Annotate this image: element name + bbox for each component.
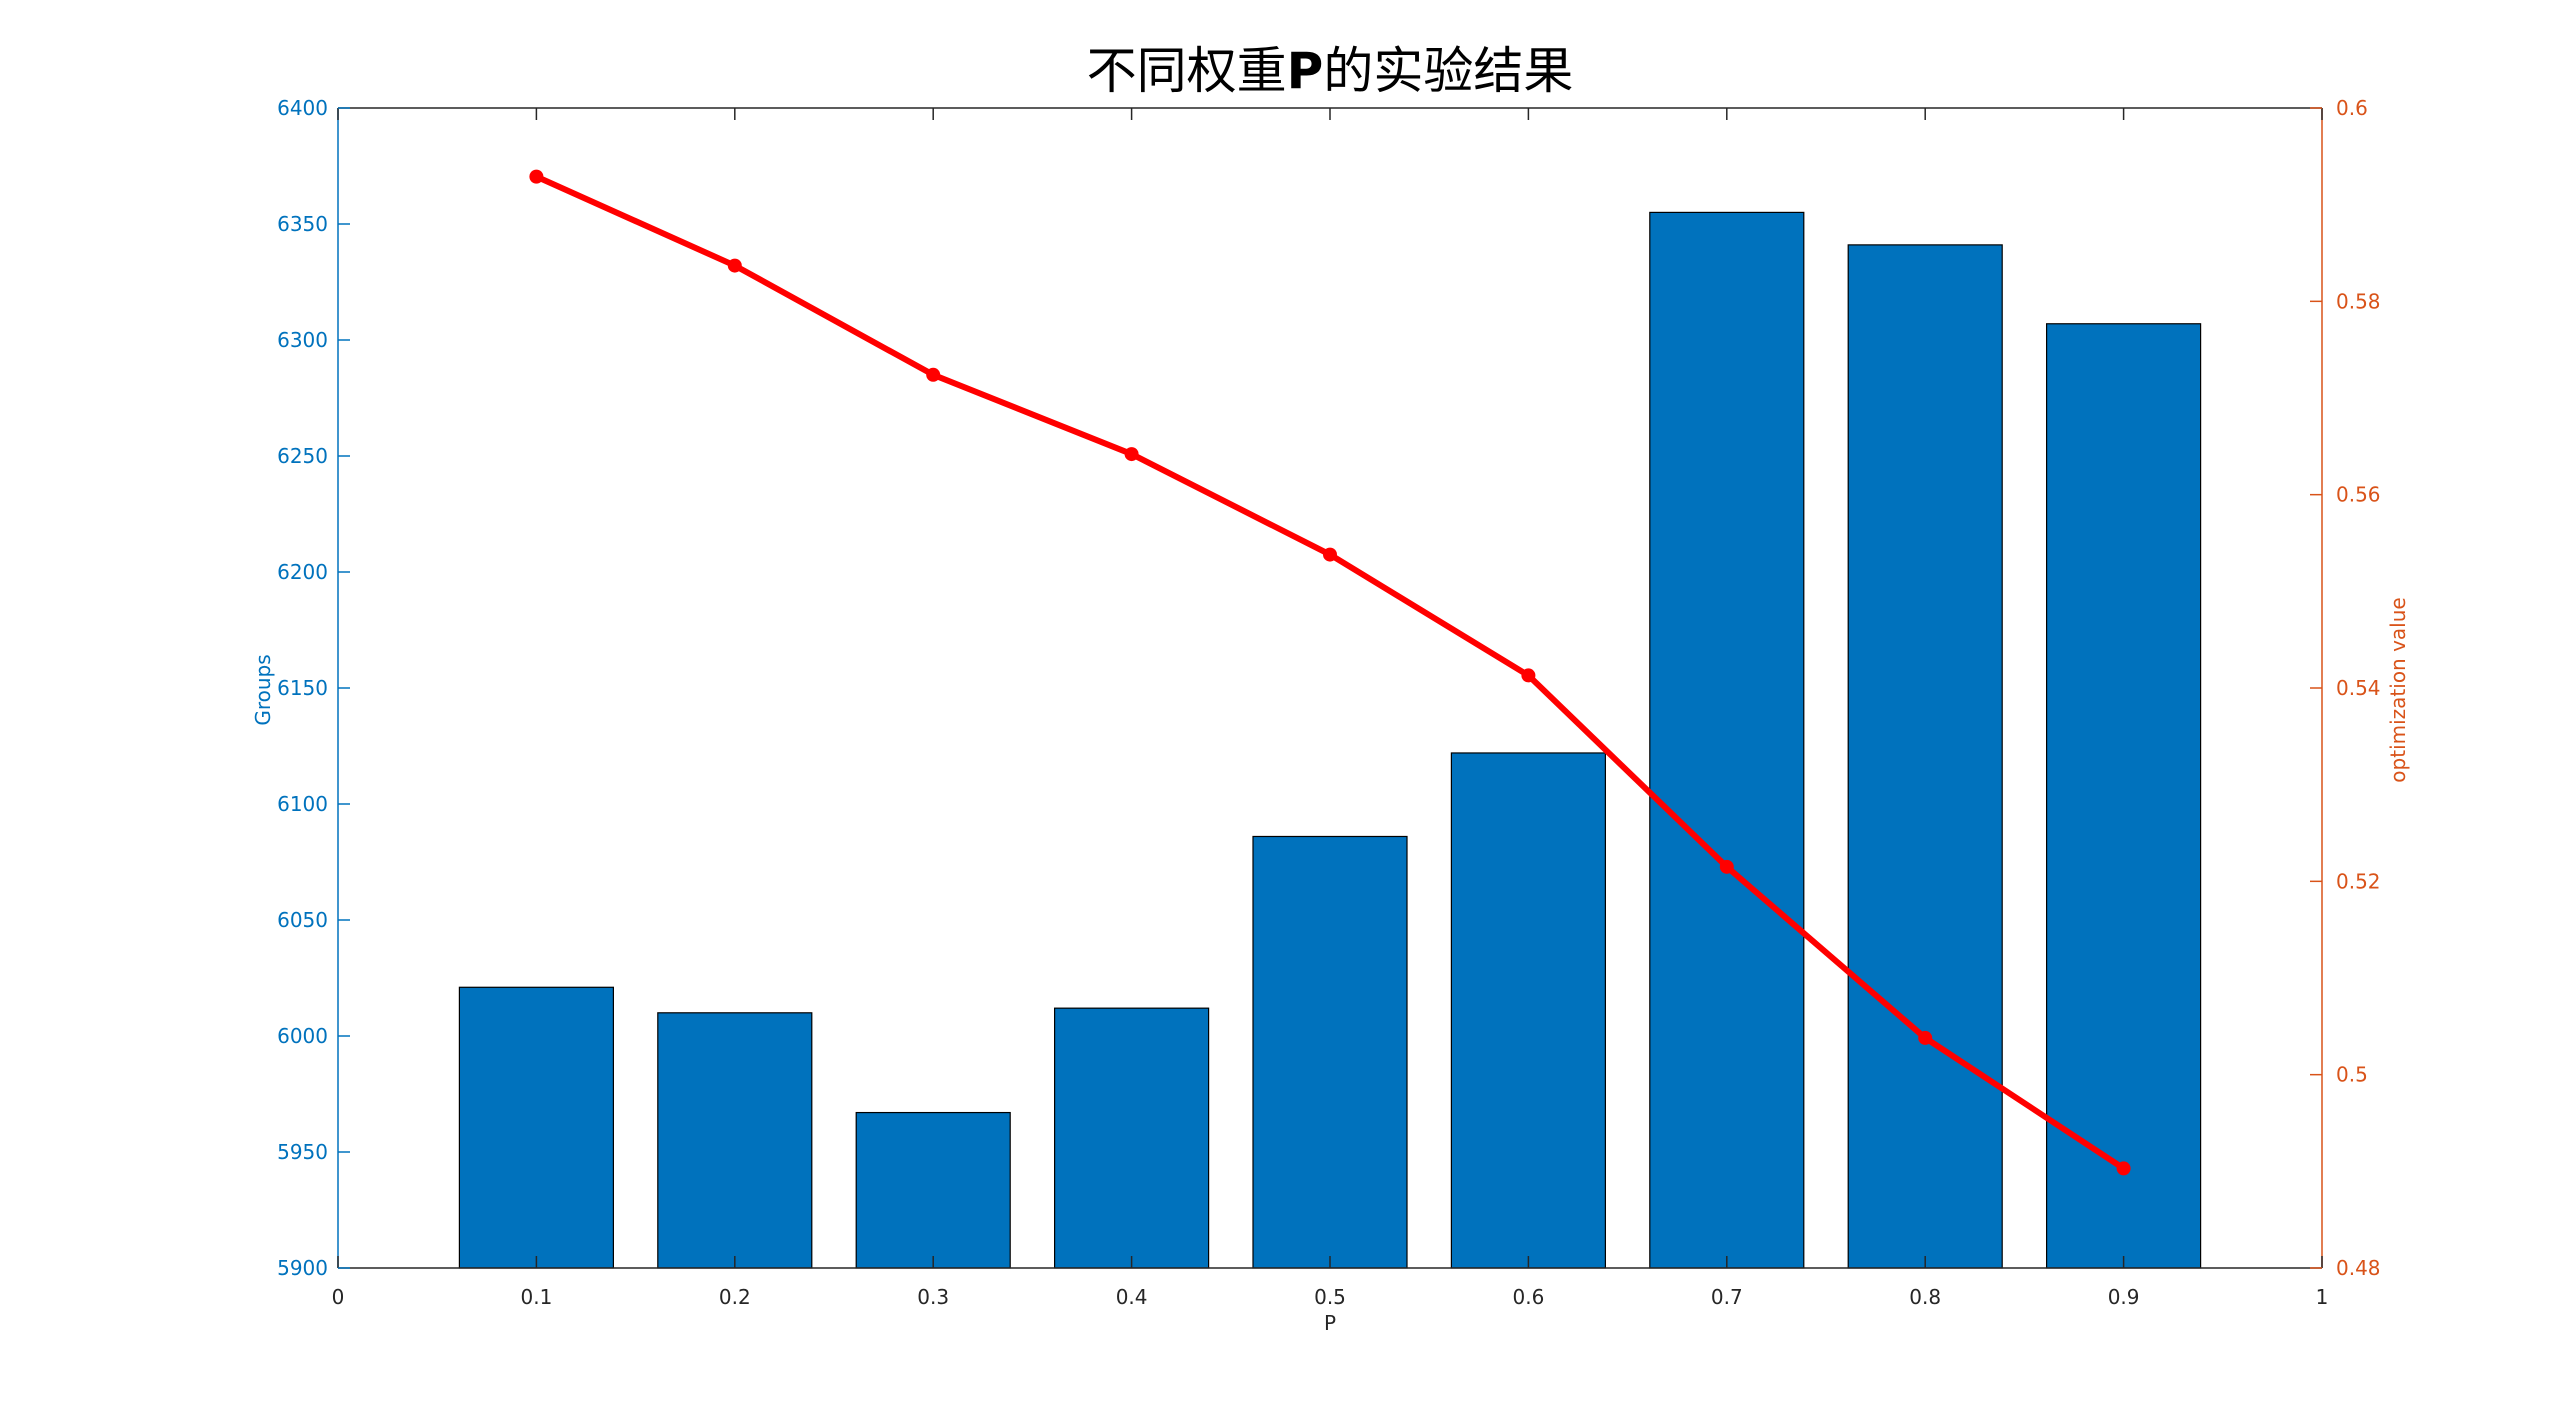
line-point-8 bbox=[1918, 1030, 1933, 1045]
bar-3 bbox=[855, 1111, 1011, 1269]
line-point-7 bbox=[1719, 859, 1734, 874]
x-tick-label: 0.6 bbox=[1512, 1285, 1544, 1309]
line-point-1 bbox=[529, 169, 544, 184]
plot-area: 0 0.1 0.2 0.3 0.4 0.5 0.6 0.7 0.8 0.9 1 5900 5950 600… bbox=[277, 96, 2380, 1309]
chart-title-suffix: 的实验结果 bbox=[1323, 42, 1573, 100]
line-point-9 bbox=[2116, 1161, 2131, 1176]
bar-5 bbox=[1252, 835, 1408, 1269]
line-point-5 bbox=[1323, 547, 1337, 562]
y-left-tick-label: 5900 bbox=[277, 1256, 328, 1280]
x-tick-label: 0.1 bbox=[520, 1285, 552, 1309]
y-left-tick-label: 6200 bbox=[277, 560, 328, 584]
x-tick-label: 0.5 bbox=[1314, 1285, 1346, 1309]
y-right-tick-label: 0.56 bbox=[2336, 483, 2381, 507]
y-axis-left-label: Groups bbox=[251, 654, 275, 725]
y-right-tick-label: 0.48 bbox=[2336, 1256, 2381, 1280]
y-left-tick-label: 6050 bbox=[277, 908, 328, 932]
x-tick-label: 0.4 bbox=[1116, 1285, 1148, 1309]
y-left-tick-label: 6300 bbox=[277, 328, 328, 352]
y-right-tick-label: 0.5 bbox=[2336, 1063, 2368, 1087]
y-left-tick-label: 6350 bbox=[277, 212, 328, 236]
chart-title: 不同权重P的实验结果 bbox=[1087, 42, 1574, 100]
line-point-4 bbox=[1124, 447, 1139, 462]
x-tick-label: 0.8 bbox=[1909, 1285, 1941, 1309]
y-left-tick-label: 6000 bbox=[277, 1024, 328, 1048]
y-right-tick-label: 0.6 bbox=[2336, 96, 2368, 120]
bar-4 bbox=[1053, 1007, 1210, 1269]
x-tick-label: 0.3 bbox=[917, 1285, 949, 1309]
line-point-3 bbox=[926, 367, 941, 382]
bar-1 bbox=[458, 986, 614, 1269]
chart-title-prefix: 不同权重 bbox=[1087, 42, 1287, 100]
line-point-6 bbox=[1521, 668, 1536, 683]
x-tick-label: 0.2 bbox=[719, 1285, 751, 1309]
x-tick-label: 1 bbox=[2316, 1285, 2329, 1309]
y-left-tick-label: 5950 bbox=[277, 1140, 328, 1164]
y-right-tick-label: 0.52 bbox=[2336, 869, 2381, 893]
y-axis-right-label: optimization value bbox=[2386, 597, 2410, 782]
bar-8 bbox=[1847, 244, 2003, 1269]
x-tick-label: 0.9 bbox=[2108, 1285, 2140, 1309]
bar-9 bbox=[2045, 323, 2202, 1269]
y-left-tick-label: 6400 bbox=[277, 96, 328, 120]
bar-6 bbox=[1450, 752, 1607, 1269]
x-tick-label: 0 bbox=[332, 1285, 345, 1309]
y-left-tick-label: 6100 bbox=[277, 792, 328, 816]
y-left-tick-label: 6150 bbox=[277, 676, 328, 700]
y-right-tick-label: 0.58 bbox=[2336, 289, 2381, 313]
line-point-2 bbox=[727, 258, 742, 273]
x-axis-label: P bbox=[1324, 1311, 1336, 1335]
x-tick-label: 0.7 bbox=[1711, 1285, 1743, 1309]
y-left-tick-label: 6250 bbox=[277, 444, 328, 468]
chart-title-bold: P bbox=[1287, 42, 1324, 100]
bar-2 bbox=[657, 1012, 813, 1269]
bar-7 bbox=[1649, 211, 1805, 1269]
y-right-tick-label: 0.54 bbox=[2336, 676, 2381, 700]
